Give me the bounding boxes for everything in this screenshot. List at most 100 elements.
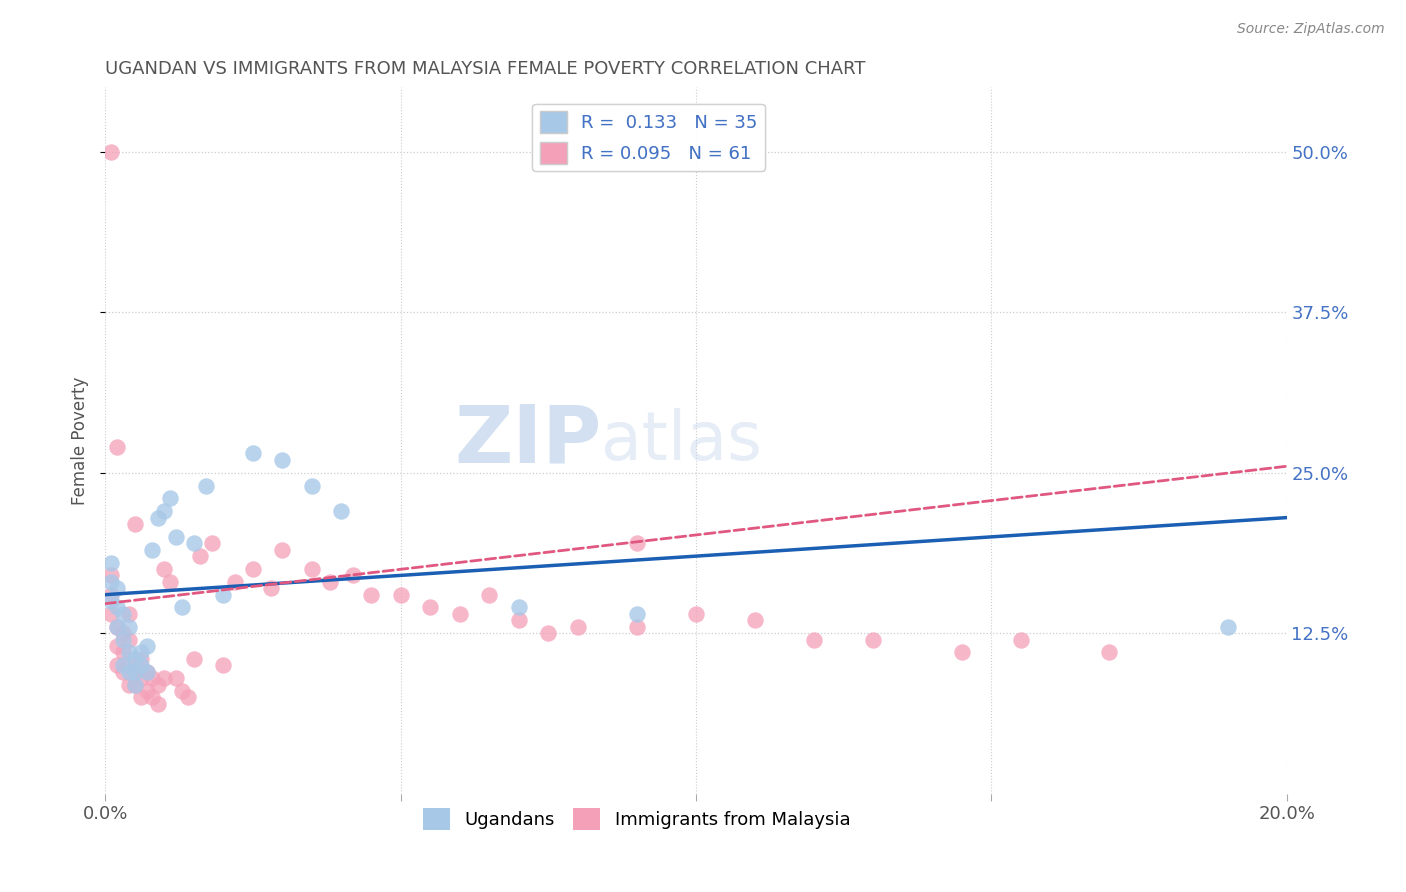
Point: [159, 491, 181, 506]
Point: [862, 632, 884, 647]
Point: [744, 613, 766, 627]
Point: [118, 632, 141, 647]
Point: [153, 504, 176, 518]
Point: [100, 145, 122, 159]
Point: [165, 530, 187, 544]
Point: [129, 690, 152, 705]
Point: [165, 671, 187, 685]
Point: [135, 665, 157, 679]
Point: [100, 574, 122, 589]
Point: [170, 684, 193, 698]
Point: [118, 645, 141, 659]
Point: [685, 607, 707, 621]
Point: [100, 594, 122, 608]
Point: [129, 652, 152, 666]
Point: [141, 671, 163, 685]
Point: [111, 607, 134, 621]
Point: [626, 620, 648, 634]
Point: [242, 562, 264, 576]
Point: [360, 588, 382, 602]
Text: ZIP: ZIP: [454, 401, 602, 480]
Point: [537, 626, 560, 640]
Point: [271, 453, 294, 467]
Text: Source: ZipAtlas.com: Source: ZipAtlas.com: [1237, 22, 1385, 37]
Point: [478, 588, 501, 602]
Point: [449, 607, 471, 621]
Point: [135, 639, 157, 653]
Point: [271, 542, 294, 557]
Point: [1098, 645, 1121, 659]
Point: [111, 658, 134, 673]
Point: [141, 542, 163, 557]
Point: [626, 607, 648, 621]
Point: [135, 665, 157, 679]
Point: [105, 658, 128, 673]
Point: [148, 677, 170, 691]
Point: [224, 574, 246, 589]
Point: [100, 568, 122, 582]
Point: [194, 478, 217, 492]
Point: [212, 588, 235, 602]
Point: [118, 620, 141, 634]
Point: [111, 626, 134, 640]
Point: [129, 658, 152, 673]
Point: [135, 684, 157, 698]
Point: [301, 478, 323, 492]
Point: [105, 620, 128, 634]
Point: [129, 645, 152, 659]
Point: [200, 536, 222, 550]
Legend: R =  0.133   N = 35, R = 0.095   N = 61: R = 0.133 N = 35, R = 0.095 N = 61: [533, 103, 765, 171]
Point: [170, 600, 193, 615]
Point: [419, 600, 441, 615]
Point: [118, 665, 141, 679]
Point: [1010, 632, 1032, 647]
Point: [111, 665, 134, 679]
Point: [148, 510, 170, 524]
Point: [626, 536, 648, 550]
Point: [159, 574, 181, 589]
Point: [301, 562, 323, 576]
Point: [111, 632, 134, 647]
Point: [318, 574, 340, 589]
Point: [105, 440, 128, 454]
Point: [118, 658, 141, 673]
Point: [124, 677, 146, 691]
Point: [100, 588, 122, 602]
Point: [105, 639, 128, 653]
Point: [124, 677, 146, 691]
Point: [567, 620, 589, 634]
Point: [259, 581, 281, 595]
Point: [183, 536, 205, 550]
Point: [129, 671, 152, 685]
Point: [389, 588, 412, 602]
Text: UGANDAN VS IMMIGRANTS FROM MALAYSIA FEMALE POVERTY CORRELATION CHART: UGANDAN VS IMMIGRANTS FROM MALAYSIA FEMA…: [105, 60, 866, 78]
Point: [124, 516, 146, 531]
Point: [100, 607, 122, 621]
Point: [118, 677, 141, 691]
Point: [188, 549, 211, 563]
Point: [803, 632, 825, 647]
Point: [508, 600, 530, 615]
Point: [111, 645, 134, 659]
Point: [183, 652, 205, 666]
Point: [342, 568, 364, 582]
Point: [330, 504, 353, 518]
Point: [141, 690, 163, 705]
Point: [124, 665, 146, 679]
Point: [153, 562, 176, 576]
Point: [105, 620, 128, 634]
Point: [105, 600, 128, 615]
Point: [148, 697, 170, 711]
Point: [212, 658, 235, 673]
Point: [153, 671, 176, 685]
Point: [105, 581, 128, 595]
Point: [124, 665, 146, 679]
Point: [1216, 620, 1239, 634]
Point: [177, 690, 200, 705]
Point: [242, 446, 264, 460]
Point: [950, 645, 973, 659]
Y-axis label: Female Poverty: Female Poverty: [72, 376, 89, 505]
Point: [508, 613, 530, 627]
Point: [100, 556, 122, 570]
Text: atlas: atlas: [602, 408, 762, 474]
